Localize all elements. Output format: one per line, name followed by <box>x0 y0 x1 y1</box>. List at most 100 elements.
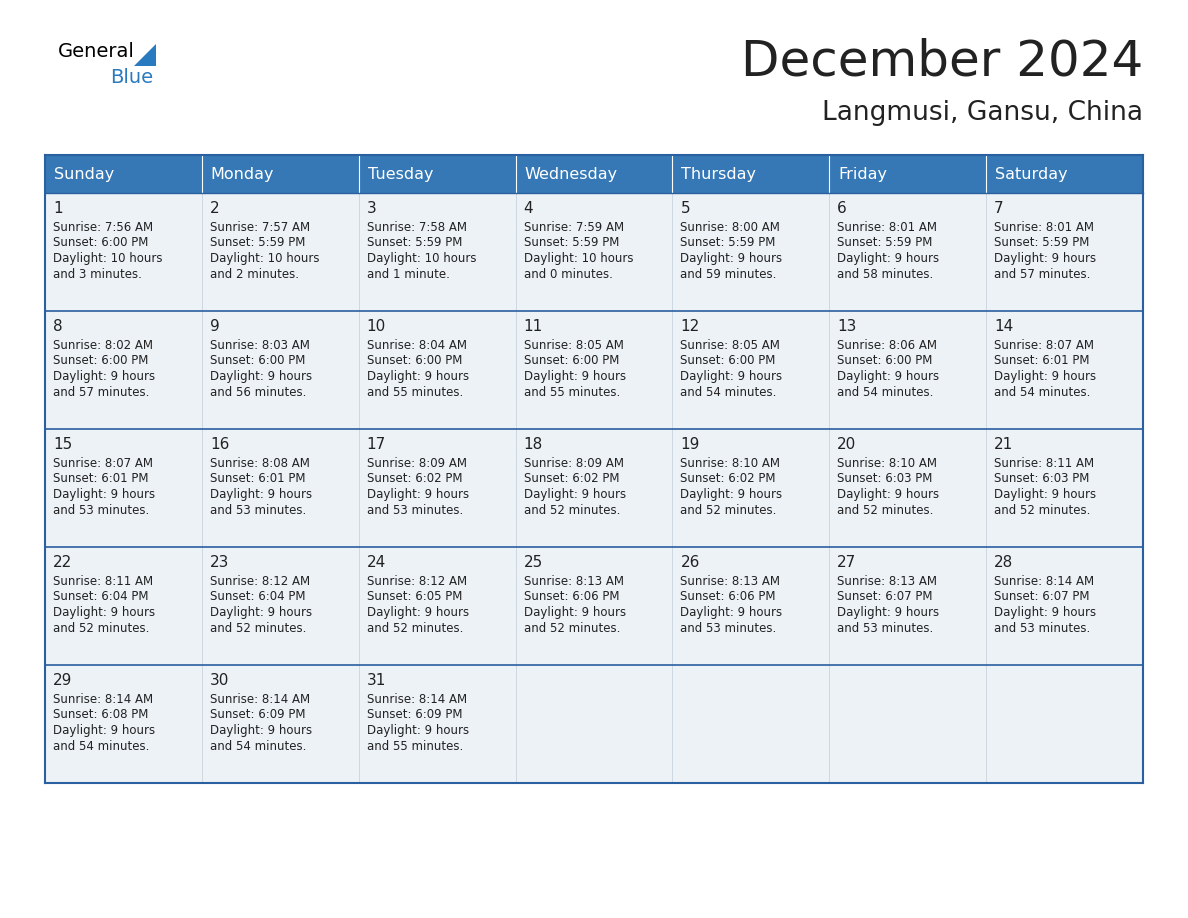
Text: Monday: Monday <box>210 166 274 182</box>
Text: and 59 minutes.: and 59 minutes. <box>681 267 777 281</box>
Bar <box>202 311 359 429</box>
Text: Daylight: 9 hours: Daylight: 9 hours <box>681 606 783 619</box>
Text: Daylight: 9 hours: Daylight: 9 hours <box>53 370 156 383</box>
Text: Sunset: 6:00 PM: Sunset: 6:00 PM <box>53 237 148 250</box>
Text: Sunrise: 8:09 AM: Sunrise: 8:09 AM <box>524 457 624 470</box>
Text: Daylight: 9 hours: Daylight: 9 hours <box>367 606 469 619</box>
Text: Sunrise: 8:12 AM: Sunrise: 8:12 AM <box>210 575 310 588</box>
Text: Sunrise: 8:14 AM: Sunrise: 8:14 AM <box>994 575 1094 588</box>
Text: and 55 minutes.: and 55 minutes. <box>367 740 463 753</box>
Text: and 53 minutes.: and 53 minutes. <box>681 621 777 634</box>
Text: Sunset: 6:01 PM: Sunset: 6:01 PM <box>210 473 305 486</box>
Text: 3: 3 <box>367 201 377 216</box>
Text: Daylight: 10 hours: Daylight: 10 hours <box>367 252 476 265</box>
Text: Sunset: 6:09 PM: Sunset: 6:09 PM <box>367 709 462 722</box>
Text: Sunrise: 7:56 AM: Sunrise: 7:56 AM <box>53 221 153 234</box>
Text: and 53 minutes.: and 53 minutes. <box>53 503 150 517</box>
Text: Daylight: 9 hours: Daylight: 9 hours <box>994 370 1097 383</box>
Bar <box>202 547 359 665</box>
Text: and 1 minute.: and 1 minute. <box>367 267 449 281</box>
Text: 24: 24 <box>367 555 386 570</box>
Text: 8: 8 <box>53 319 63 334</box>
Text: Tuesday: Tuesday <box>368 166 434 182</box>
Text: Sunset: 5:59 PM: Sunset: 5:59 PM <box>367 237 462 250</box>
Text: 17: 17 <box>367 437 386 452</box>
Text: Saturday: Saturday <box>996 166 1068 182</box>
Bar <box>986 547 1143 665</box>
Text: Wednesday: Wednesday <box>525 166 618 182</box>
Text: Sunrise: 8:13 AM: Sunrise: 8:13 AM <box>838 575 937 588</box>
Text: and 55 minutes.: and 55 minutes. <box>524 386 620 398</box>
Bar <box>986 311 1143 429</box>
Text: Sunset: 6:02 PM: Sunset: 6:02 PM <box>524 473 619 486</box>
Text: Daylight: 9 hours: Daylight: 9 hours <box>53 724 156 737</box>
Bar <box>672 547 829 665</box>
Text: Sunrise: 8:13 AM: Sunrise: 8:13 AM <box>524 575 624 588</box>
Text: 23: 23 <box>210 555 229 570</box>
Bar <box>829 547 986 665</box>
Text: and 54 minutes.: and 54 minutes. <box>53 740 150 753</box>
Text: 6: 6 <box>838 201 847 216</box>
Bar <box>359 311 516 429</box>
Text: and 58 minutes.: and 58 minutes. <box>838 267 934 281</box>
Text: Daylight: 9 hours: Daylight: 9 hours <box>367 488 469 501</box>
Text: 27: 27 <box>838 555 857 570</box>
Bar <box>202 155 359 193</box>
Text: and 52 minutes.: and 52 minutes. <box>838 503 934 517</box>
Text: 11: 11 <box>524 319 543 334</box>
Text: Daylight: 9 hours: Daylight: 9 hours <box>524 606 626 619</box>
Text: and 3 minutes.: and 3 minutes. <box>53 267 141 281</box>
Text: Sunrise: 8:10 AM: Sunrise: 8:10 AM <box>838 457 937 470</box>
Bar <box>45 429 202 547</box>
Text: 13: 13 <box>838 319 857 334</box>
Text: Sunset: 6:03 PM: Sunset: 6:03 PM <box>994 473 1089 486</box>
Bar <box>829 665 986 783</box>
Bar <box>672 311 829 429</box>
Bar <box>202 193 359 311</box>
Text: Sunrise: 7:59 AM: Sunrise: 7:59 AM <box>524 221 624 234</box>
Text: and 55 minutes.: and 55 minutes. <box>367 386 463 398</box>
Text: General: General <box>58 42 135 61</box>
Text: Sunrise: 8:14 AM: Sunrise: 8:14 AM <box>210 693 310 706</box>
Text: and 52 minutes.: and 52 minutes. <box>994 503 1091 517</box>
Text: Blue: Blue <box>110 68 153 87</box>
Bar <box>829 429 986 547</box>
Text: 26: 26 <box>681 555 700 570</box>
Bar <box>359 547 516 665</box>
Text: Sunset: 6:02 PM: Sunset: 6:02 PM <box>681 473 776 486</box>
Text: Sunset: 6:00 PM: Sunset: 6:00 PM <box>681 354 776 367</box>
Text: 22: 22 <box>53 555 72 570</box>
Text: Daylight: 9 hours: Daylight: 9 hours <box>681 252 783 265</box>
Text: Daylight: 10 hours: Daylight: 10 hours <box>210 252 320 265</box>
Text: Langmusi, Gansu, China: Langmusi, Gansu, China <box>822 100 1143 126</box>
Text: Daylight: 9 hours: Daylight: 9 hours <box>210 488 312 501</box>
Text: Daylight: 9 hours: Daylight: 9 hours <box>681 370 783 383</box>
Text: and 52 minutes.: and 52 minutes. <box>524 503 620 517</box>
Text: Sunrise: 8:06 AM: Sunrise: 8:06 AM <box>838 339 937 352</box>
Text: Daylight: 9 hours: Daylight: 9 hours <box>838 252 940 265</box>
Text: Sunrise: 8:04 AM: Sunrise: 8:04 AM <box>367 339 467 352</box>
Text: 4: 4 <box>524 201 533 216</box>
Bar <box>516 193 672 311</box>
Text: Sunset: 6:00 PM: Sunset: 6:00 PM <box>524 354 619 367</box>
Text: Daylight: 9 hours: Daylight: 9 hours <box>994 488 1097 501</box>
Bar <box>986 193 1143 311</box>
Text: Sunrise: 8:01 AM: Sunrise: 8:01 AM <box>838 221 937 234</box>
Text: Sunset: 6:01 PM: Sunset: 6:01 PM <box>994 354 1089 367</box>
Text: Daylight: 9 hours: Daylight: 9 hours <box>367 370 469 383</box>
Text: Sunset: 5:59 PM: Sunset: 5:59 PM <box>210 237 305 250</box>
Text: Sunrise: 8:02 AM: Sunrise: 8:02 AM <box>53 339 153 352</box>
Text: Sunset: 6:00 PM: Sunset: 6:00 PM <box>367 354 462 367</box>
Text: Sunset: 5:59 PM: Sunset: 5:59 PM <box>838 237 933 250</box>
Text: Sunrise: 8:14 AM: Sunrise: 8:14 AM <box>53 693 153 706</box>
Bar <box>829 311 986 429</box>
Bar <box>45 155 202 193</box>
Text: Sunrise: 8:11 AM: Sunrise: 8:11 AM <box>994 457 1094 470</box>
Text: and 53 minutes.: and 53 minutes. <box>367 503 463 517</box>
Text: Sunset: 6:00 PM: Sunset: 6:00 PM <box>838 354 933 367</box>
Text: 21: 21 <box>994 437 1013 452</box>
Text: Sunrise: 8:10 AM: Sunrise: 8:10 AM <box>681 457 781 470</box>
Bar <box>986 429 1143 547</box>
Text: Sunrise: 8:12 AM: Sunrise: 8:12 AM <box>367 575 467 588</box>
Text: Sunrise: 8:07 AM: Sunrise: 8:07 AM <box>994 339 1094 352</box>
